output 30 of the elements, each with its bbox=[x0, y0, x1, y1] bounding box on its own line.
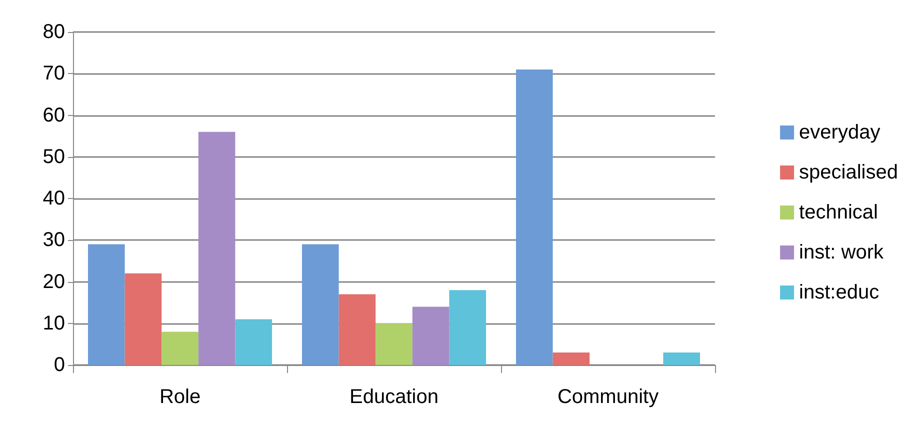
y-tick-label: 70 bbox=[42, 62, 65, 85]
y-tick-label: 10 bbox=[42, 312, 65, 334]
bar bbox=[338, 294, 376, 365]
y-tick-label: 40 bbox=[42, 188, 65, 210]
legend-label: everyday bbox=[799, 122, 880, 144]
bar bbox=[376, 323, 412, 365]
y-tick-label: 30 bbox=[42, 229, 65, 252]
y-tick-label: 80 bbox=[42, 21, 65, 43]
legend-label: specialised bbox=[799, 162, 898, 184]
bar bbox=[235, 319, 272, 365]
bar bbox=[412, 306, 450, 365]
y-tick-label: 50 bbox=[42, 146, 65, 168]
bar bbox=[516, 69, 553, 365]
bar bbox=[88, 244, 125, 365]
bar bbox=[198, 132, 236, 365]
bar bbox=[124, 273, 162, 365]
x-tick-label: Community bbox=[557, 386, 659, 408]
x-tick-label: Role bbox=[159, 386, 201, 408]
y-tick-label: 0 bbox=[54, 354, 65, 376]
y-tick-label: 60 bbox=[42, 104, 65, 126]
legend-label: technical bbox=[799, 202, 878, 224]
bar bbox=[162, 332, 198, 365]
bar bbox=[302, 244, 339, 365]
x-tick-label: Education bbox=[350, 386, 438, 408]
legend-label: inst: work bbox=[799, 242, 885, 264]
y-tick-label: 20 bbox=[42, 270, 65, 293]
legend-label: inst:educ bbox=[799, 282, 880, 304]
bar bbox=[552, 352, 590, 365]
bar bbox=[663, 352, 700, 365]
bar bbox=[449, 290, 486, 365]
